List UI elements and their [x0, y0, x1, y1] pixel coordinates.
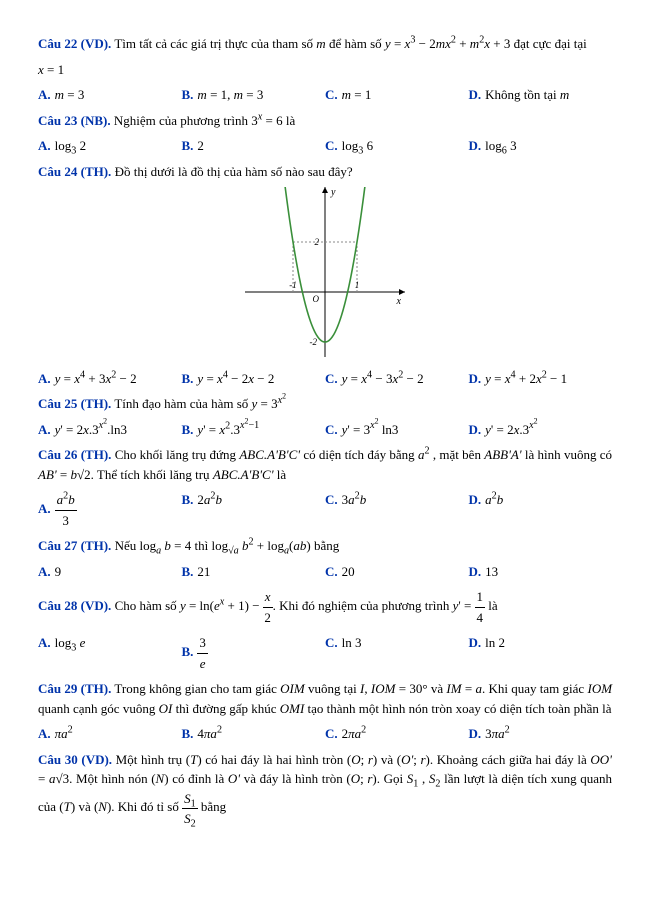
q22-text: Câu 22 (VD). Tìm tất cả các giá trị thực… — [38, 34, 612, 54]
q29-body: Trong không gian cho tam giác OIM vuông … — [38, 681, 612, 716]
q24-D: D.y = x4 + 2x2 − 1 — [469, 369, 613, 389]
q23-B: B.2 — [182, 136, 326, 156]
q26-A: A.a2b3 — [38, 490, 182, 530]
q22-A: A.m = 3 — [38, 85, 182, 105]
svg-text:-1: -1 — [289, 280, 297, 290]
q26-D: D.a2b — [469, 490, 613, 530]
q24-graph-svg: y x O -1 1 2 -2 — [245, 187, 405, 357]
svg-text:x: x — [396, 296, 402, 307]
q29-text: Câu 29 (TH). Trong không gian cho tam gi… — [38, 679, 612, 718]
q25-A: A.y' = 2x.3x2.ln3 — [38, 420, 182, 440]
svg-text:y: y — [330, 187, 336, 198]
q23-text: Câu 23 (NB). Nghiệm của phương trình 3x … — [38, 111, 612, 131]
q25-D: D.y' = 2x.3x2 — [469, 420, 613, 440]
q27-body: Nếu loga b = 4 thì log√a b2 + loga(ab) b… — [115, 538, 340, 553]
q30-text: Câu 30 (VD). Một hình trụ (T) có hai đáy… — [38, 750, 612, 829]
q29-A: A.πa2 — [38, 724, 182, 744]
q23-answers: A.log3 2 B.2 C.log3 6 D.log6 3 — [38, 136, 612, 156]
svg-text:1: 1 — [355, 280, 360, 290]
q28-label: Câu 28 (VD). — [38, 598, 111, 613]
q27-D: D.13 — [469, 562, 613, 582]
q22-D: D.Không tồn tại m — [469, 85, 613, 105]
q26-C: C.3a2b — [325, 490, 469, 530]
q23-label: Câu 23 (NB). — [38, 113, 111, 128]
q29-B: B.4πa2 — [182, 724, 326, 744]
q28-C: C.ln 3 — [325, 633, 469, 673]
q24-body: Đồ thị dưới là đồ thị của hàm số nào sau… — [115, 164, 353, 179]
q29-D: D.3πa2 — [469, 724, 613, 744]
q28-text: Câu 28 (VD). Cho hàm số y = ln(ex + 1) −… — [38, 587, 612, 627]
q24-C: C.y = x4 − 3x2 − 2 — [325, 369, 469, 389]
q27-label: Câu 27 (TH). — [38, 538, 111, 553]
q27-B: B.21 — [182, 562, 326, 582]
q27-answers: A.9 B.21 C.20 D.13 — [38, 562, 612, 582]
q26-label: Câu 26 (TH). — [38, 447, 111, 462]
q25-label: Câu 25 (TH). — [38, 396, 111, 411]
q25-B: B.y' = x2.3x2−1 — [182, 420, 326, 440]
q22-cond: x = 1 — [38, 60, 612, 80]
q24-label: Câu 24 (TH). — [38, 164, 111, 179]
q23-body: Nghiệm của phương trình 3x = 6 là — [114, 113, 295, 128]
q24-graph-wrap: y x O -1 1 2 -2 — [38, 187, 612, 363]
q28-answers: A.log3 e B.3e C.ln 3 D.ln 2 — [38, 633, 612, 673]
svg-text:2: 2 — [315, 237, 320, 247]
q26-body: Cho khối lăng trụ đứng ABC.A'B'C' có diệ… — [38, 447, 612, 482]
q28-B: B.3e — [182, 633, 326, 673]
q29-answers: A.πa2 B.4πa2 C.2πa2 D.3πa2 — [38, 724, 612, 744]
q29-C: C.2πa2 — [325, 724, 469, 744]
q23-D: D.log6 3 — [469, 136, 613, 156]
q25-text: Câu 25 (TH). Tính đạo hàm của hàm số y =… — [38, 394, 612, 414]
svg-text:O: O — [313, 294, 320, 304]
q22-C: C.m = 1 — [325, 85, 469, 105]
q27-C: C.20 — [325, 562, 469, 582]
q22-t1: Tìm tất cả các giá trị thực của tham số … — [114, 36, 586, 51]
q26-B: B.2a2b — [182, 490, 326, 530]
q25-body: Tính đạo hàm của hàm số y = 3x2 — [114, 396, 286, 411]
q26-answers: A.a2b3 B.2a2b C.3a2b D.a2b — [38, 490, 612, 530]
q29-label: Câu 29 (TH). — [38, 681, 111, 696]
q22-answers: A.m = 3 B.m = 1, m = 3 C.m = 1 D.Không t… — [38, 85, 612, 105]
q28-D: D.ln 2 — [469, 633, 613, 673]
q28-A: A.log3 e — [38, 633, 182, 673]
q24-answers: A.y = x4 + 3x2 − 2 B.y = x4 − 2x − 2 C.y… — [38, 369, 612, 389]
q24-A: A.y = x4 + 3x2 − 2 — [38, 369, 182, 389]
q30-body: Một hình trụ (T) có hai đáy là hai hình … — [38, 752, 612, 815]
svg-text:-2: -2 — [310, 337, 318, 347]
q22-B: B.m = 1, m = 3 — [182, 85, 326, 105]
q26-text: Câu 26 (TH). Cho khối lăng trụ đứng ABC.… — [38, 445, 612, 484]
q24-text: Câu 24 (TH). Đồ thị dưới là đồ thị của h… — [38, 162, 612, 182]
q30-label: Câu 30 (VD). — [38, 752, 112, 767]
q27-text: Câu 27 (TH). Nếu loga b = 4 thì log√a b2… — [38, 536, 612, 556]
q22-label: Câu 22 (VD). — [38, 36, 111, 51]
q23-C: C.log3 6 — [325, 136, 469, 156]
q25-answers: A.y' = 2x.3x2.ln3 B.y' = x2.3x2−1 C.y' =… — [38, 420, 612, 440]
q24-B: B.y = x4 − 2x − 2 — [182, 369, 326, 389]
q27-A: A.9 — [38, 562, 182, 582]
q28-body: Cho hàm số y = ln(ex + 1) − x2. Khi đó n… — [115, 598, 498, 613]
q25-C: C.y' = 3x2 ln3 — [325, 420, 469, 440]
q23-A: A.log3 2 — [38, 136, 182, 156]
